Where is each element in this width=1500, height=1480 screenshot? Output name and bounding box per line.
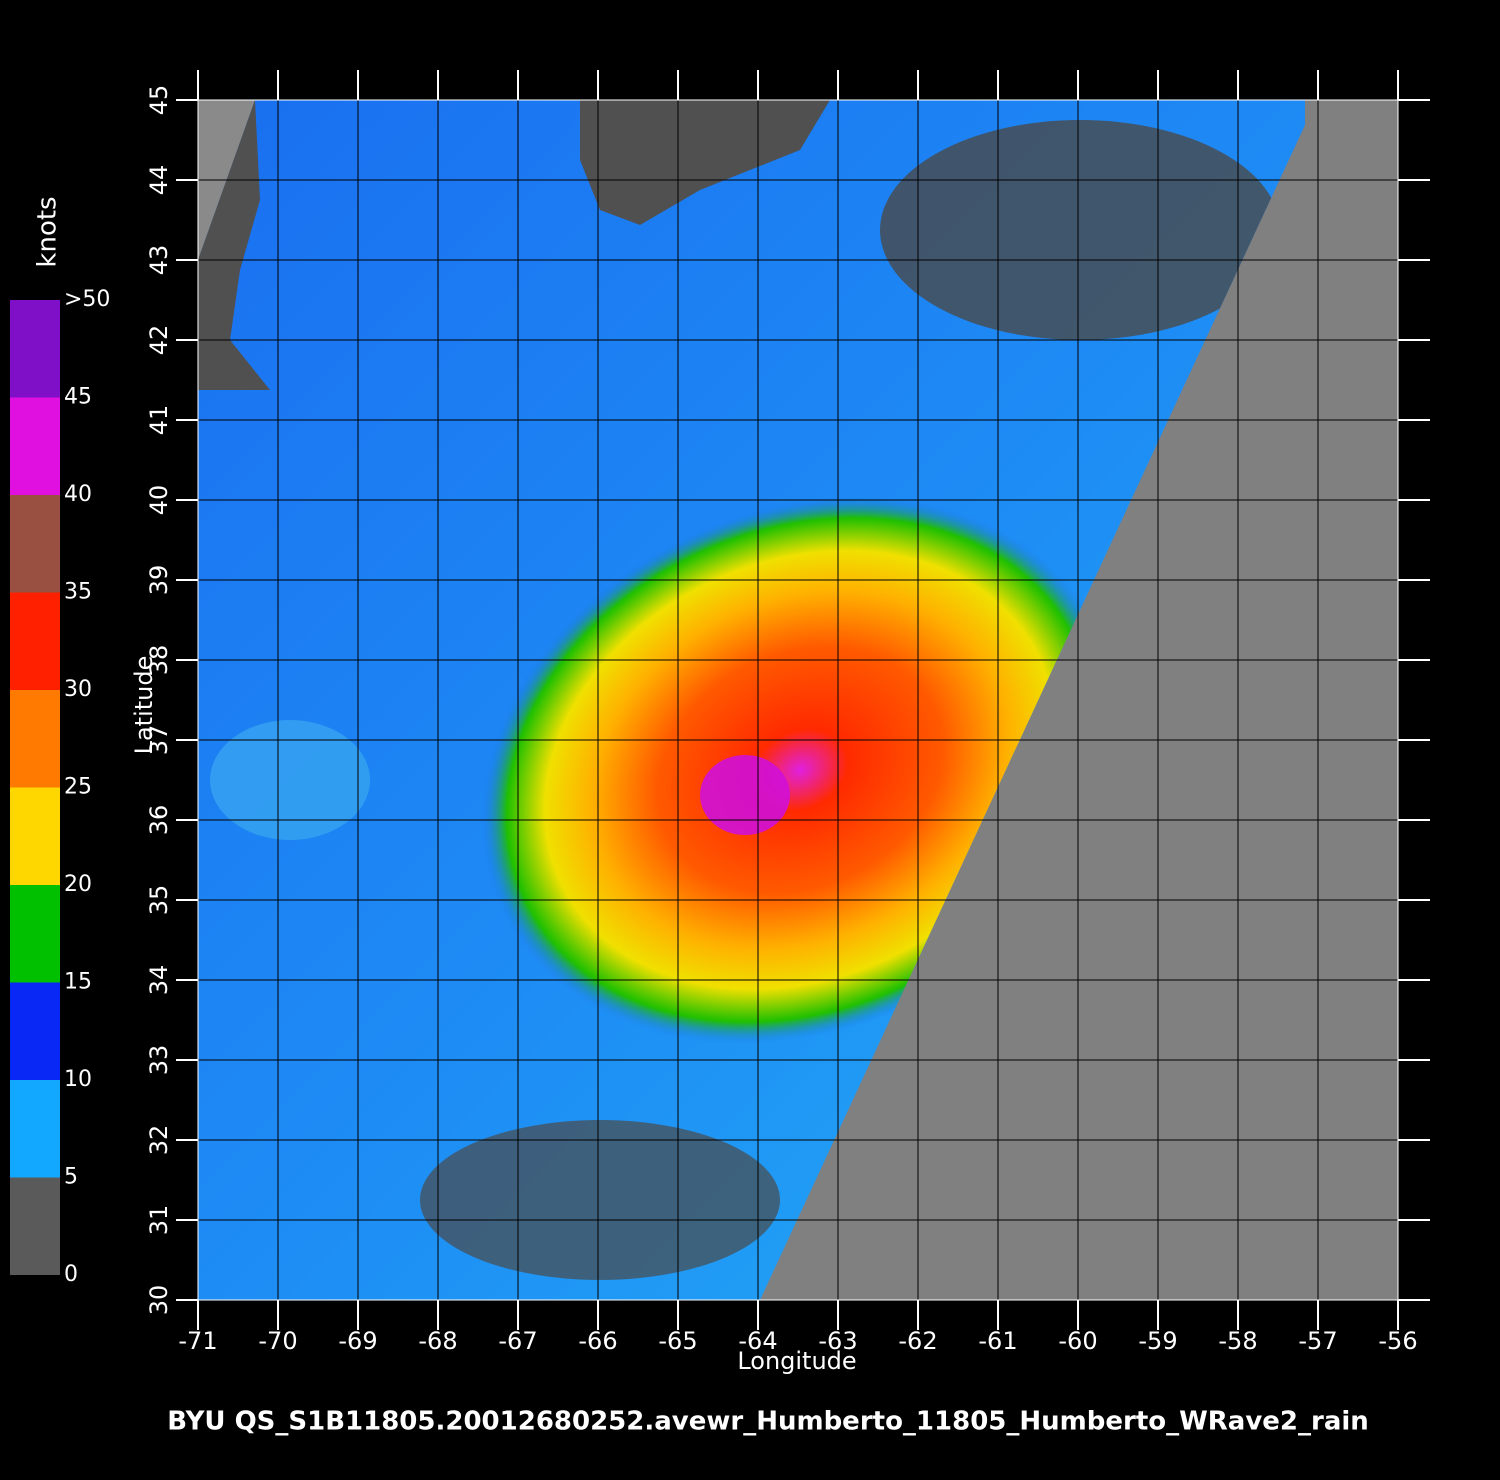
low-wind	[880, 120, 1280, 340]
y-tick-label: 34	[145, 965, 173, 996]
x-tick-label: -68	[418, 1327, 457, 1355]
y-tick-label: 39	[145, 565, 173, 596]
plot-frame	[197, 99, 1399, 1301]
y-tick-label: 40	[145, 485, 173, 516]
y-tick-label: 42	[145, 325, 173, 356]
colorbar-label: knots	[33, 196, 63, 267]
colorbar-tick-label: 45	[64, 385, 92, 410]
colorbar-tick-label: 5	[64, 1165, 78, 1190]
x-axis-label: Longitude	[737, 1347, 856, 1375]
x-tick-label: -63	[818, 1327, 857, 1355]
title: BYU QS_S1B11805.20012680252.avewr_Humber…	[167, 1407, 1369, 1437]
colorbar-segment	[10, 397, 60, 495]
colorbar-tick-label: 35	[64, 580, 92, 605]
land	[198, 100, 270, 390]
colorbar-segment	[10, 982, 60, 1080]
y-tick-label: 37	[145, 725, 173, 756]
land	[580, 100, 830, 225]
y-tick-label: 33	[145, 1045, 173, 1076]
y-tick-label: 35	[145, 885, 173, 916]
colorbar-tick-label: 20	[64, 872, 92, 897]
y-tick-label: 31	[145, 1205, 173, 1236]
colorbar-tick-label: >50	[64, 287, 110, 312]
y-tick-label: 44	[145, 165, 173, 196]
colorbar-segment	[10, 1177, 60, 1275]
y-tick-label: 36	[145, 805, 173, 836]
x-tick-label: -69	[338, 1327, 377, 1355]
x-tick-label: -67	[498, 1327, 537, 1355]
y-tick-label: 32	[145, 1125, 173, 1156]
colorbar-tick-label: 15	[64, 970, 92, 995]
x-tick-label: -58	[1218, 1327, 1257, 1355]
storm-core	[700, 755, 790, 835]
colorbar-segment	[10, 592, 60, 690]
x-tick-label: -61	[978, 1327, 1017, 1355]
x-tick-label: -62	[898, 1327, 937, 1355]
y-tick-label: 43	[145, 245, 173, 276]
colorbar-segment	[10, 495, 60, 593]
colorbar-tick-label: 25	[64, 775, 92, 800]
x-tick-label: -59	[1138, 1327, 1177, 1355]
y-tick-label: 30	[145, 1285, 173, 1316]
y-axis-label: Latitude	[130, 656, 158, 755]
colorbar-segment	[10, 787, 60, 885]
colorbar-tick-label: 40	[64, 482, 92, 507]
low-wind	[420, 1120, 780, 1280]
colorbar-segment	[10, 300, 60, 398]
x-tick-label: -56	[1378, 1327, 1417, 1355]
x-tick-label: -65	[658, 1327, 697, 1355]
colorbar-tick-label: 10	[64, 1067, 92, 1092]
x-tick-label: -57	[1298, 1327, 1337, 1355]
x-tick-label: -64	[738, 1327, 777, 1355]
x-tick-label: -70	[258, 1327, 297, 1355]
colorbar-segment	[10, 690, 60, 788]
y-tick-label: 45	[145, 85, 173, 116]
colorbar-tick-label: 30	[64, 677, 92, 702]
colorbar-segment	[10, 885, 60, 983]
low-wind	[210, 720, 370, 840]
y-tick-label: 41	[145, 405, 173, 436]
map	[198, 100, 1398, 1300]
colorbar-tick-label: 0	[64, 1262, 78, 1287]
x-tick-label: -60	[1058, 1327, 1097, 1355]
x-tick-label: -71	[178, 1327, 217, 1355]
y-tick-label: 38	[145, 645, 173, 676]
colorbar-segment	[10, 1080, 60, 1178]
x-tick-label: -66	[578, 1327, 617, 1355]
